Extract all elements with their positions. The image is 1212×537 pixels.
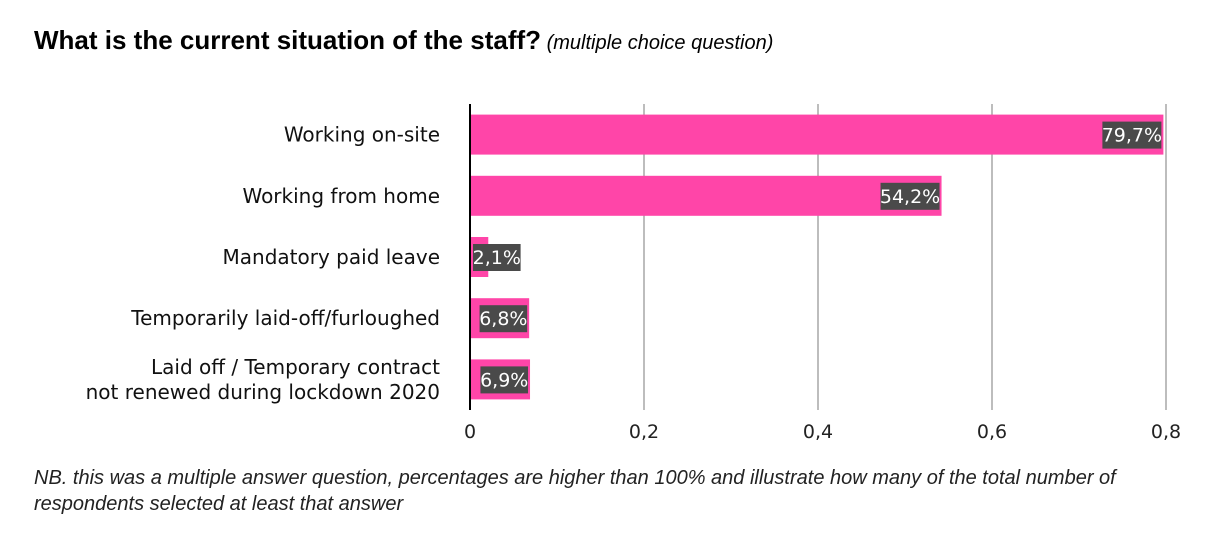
data-label-background: [479, 305, 528, 333]
data-label-background: [473, 244, 521, 271]
x-tick-label: 0: [464, 421, 476, 443]
chart-title-sub-open: (: [541, 32, 554, 54]
bar: [470, 175, 942, 216]
category-label: Mandatory paid leave: [223, 245, 440, 269]
data-label-background: [880, 182, 940, 210]
x-tick-label: 0,4: [803, 421, 833, 443]
category-label: Working from home: [242, 184, 440, 208]
grid-lines: [643, 104, 1167, 410]
data-label-background: [1102, 121, 1162, 149]
data-label: 54,2%: [880, 186, 940, 208]
data-label: 2,1%: [473, 247, 521, 269]
category-label: Temporarily laid-off/furloughed: [130, 306, 440, 330]
bar-chart: 0 0,2 0,4 0,6 0,8 79,7% Working on-site 54,2% Wo…: [86, 104, 1181, 443]
bars: [470, 114, 1164, 400]
chart-title-sub-close: ): [766, 32, 774, 54]
chart-title-sub: multiple choice question: [553, 32, 767, 54]
chart-title-main: What is the current situation of the sta…: [34, 25, 542, 55]
category-label: Laid off / Temporary contract: [151, 355, 440, 379]
category-label: not renewed during lockdown 2020: [86, 380, 440, 404]
x-tick-label: 0,6: [977, 421, 1007, 443]
labels: 0 0,2 0,4 0,6 0,8 79,7% Working on-site 54,2% Wo…: [86, 121, 1181, 443]
bar: [470, 114, 1164, 155]
data-label: 79,7%: [1102, 125, 1162, 147]
x-tick-label: 0,2: [629, 421, 659, 443]
chart-title: What is the current situation of the sta…: [34, 22, 773, 61]
category-label: Working on-site: [284, 123, 440, 147]
data-label: 6,9%: [480, 369, 528, 391]
footnote: NB. this was a multiple answer question,…: [34, 467, 1116, 515]
data-label-background: [480, 366, 529, 394]
data-label: 6,8%: [479, 308, 527, 330]
x-tick-label: 0,8: [1151, 421, 1181, 443]
